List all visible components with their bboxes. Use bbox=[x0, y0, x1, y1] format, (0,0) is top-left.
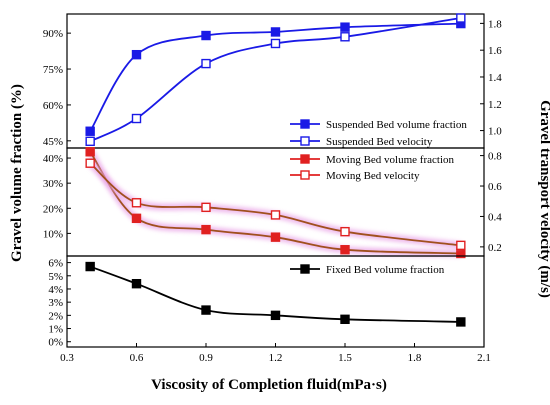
right-tick-label: 1.0 bbox=[488, 126, 502, 138]
data-point bbox=[131, 278, 142, 289]
x-axis-title: Viscosity of Completion fluid(mPa·s) bbox=[151, 377, 387, 393]
data-point bbox=[131, 198, 142, 208]
legend-marker bbox=[300, 170, 310, 180]
x-tick-label: 0.3 bbox=[60, 352, 74, 364]
data-point bbox=[85, 261, 95, 272]
legend-label: Suspended Bed velocity bbox=[326, 136, 433, 148]
x-axis: 0.3 0.6 0.9 1.2 1.5 1.8 2.1 bbox=[60, 343, 491, 364]
right-tick-label: 0.8 bbox=[488, 151, 502, 163]
y-axis-left-title: Gravel volume fraction (%) bbox=[9, 84, 25, 262]
right-tick-label: 1.8 bbox=[488, 18, 502, 30]
legend-marker bbox=[300, 154, 310, 164]
data-point bbox=[270, 232, 281, 242]
left-tick-label: 40% bbox=[43, 153, 63, 165]
legend-entry: Suspended Bed velocity bbox=[290, 136, 433, 148]
data-point bbox=[340, 245, 350, 255]
series-fixed-bed-volume-fraction bbox=[85, 261, 466, 327]
left-tick-label: 90% bbox=[43, 28, 63, 40]
data-point bbox=[456, 240, 466, 251]
y-axis-right-title: Gravel transport velocity (m/s) bbox=[537, 100, 550, 298]
data-point bbox=[85, 158, 95, 168]
data-point bbox=[456, 317, 466, 327]
left-tick-label: 2% bbox=[48, 310, 63, 322]
legend-marker bbox=[300, 136, 310, 146]
left-tick-label: 0% bbox=[48, 337, 63, 349]
data-point bbox=[131, 213, 142, 224]
panel-moving: 10% 20% 30% 40% 0.2 0.4 0.6 0.8 Moving Bed volum… bbox=[43, 147, 502, 259]
series-line bbox=[89, 151, 461, 255]
panel-suspended: 45% 60% 75% 90% 1.0 1.2 1.4 1.6 1.8 Suspended Bed… bbox=[43, 13, 502, 149]
data-point bbox=[340, 32, 350, 42]
data-point bbox=[270, 27, 281, 37]
x-tick-label: 1.8 bbox=[408, 352, 422, 364]
series-suspended-bed-volume-fraction bbox=[85, 18, 466, 136]
data-point bbox=[340, 22, 350, 32]
legend-entry: Moving Bed velocity bbox=[290, 170, 420, 182]
right-tick-label: 0.2 bbox=[488, 242, 502, 254]
x-tick-label: 2.1 bbox=[477, 352, 491, 364]
left-tick-label: 5% bbox=[48, 271, 63, 283]
right-tick-label: 1.4 bbox=[488, 72, 502, 84]
legend-label: Fixed Bed volume fraction bbox=[326, 264, 445, 276]
data-point bbox=[201, 58, 211, 69]
data-point bbox=[201, 202, 211, 213]
legend-entry: Suspended Bed volume fraction bbox=[290, 119, 467, 131]
legend-entry: Fixed Bed volume fraction bbox=[290, 264, 445, 276]
legend-label: Moving Bed volume fraction bbox=[326, 154, 455, 166]
data-point bbox=[201, 224, 211, 235]
data-point bbox=[201, 30, 211, 41]
data-point bbox=[85, 147, 95, 157]
panel-fixed: 0%1% 2%3%4%5%6% Fixed Bed volume fraction bbox=[48, 255, 485, 349]
series-suspended-bed-velocity bbox=[85, 13, 466, 147]
series-line bbox=[89, 22, 461, 132]
left-tick-label: 1% bbox=[48, 324, 63, 336]
x-tick-label: 0.9 bbox=[199, 352, 213, 364]
data-point bbox=[270, 38, 281, 49]
left-tick-label: 3% bbox=[48, 297, 63, 309]
data-point bbox=[85, 136, 95, 147]
left-tick-label: 75% bbox=[43, 64, 63, 76]
legend-entry: Moving Bed volume fraction bbox=[290, 154, 455, 166]
left-tick-label: 45% bbox=[43, 136, 63, 148]
legend-label: Moving Bed velocity bbox=[326, 170, 420, 182]
left-tick-label: 10% bbox=[43, 228, 63, 240]
data-point bbox=[340, 314, 350, 325]
data-point bbox=[131, 113, 142, 124]
data-point bbox=[85, 126, 95, 136]
legend-marker bbox=[300, 119, 310, 129]
left-tick-label: 6% bbox=[48, 258, 63, 270]
left-tick-label: 4% bbox=[48, 284, 63, 296]
right-tick-label: 0.4 bbox=[488, 211, 502, 223]
data-point bbox=[201, 305, 211, 315]
panels-layer: 45% 60% 75% 90% 1.0 1.2 1.4 1.6 1.8 Suspended Bed… bbox=[43, 13, 502, 349]
right-tick-label: 1.6 bbox=[488, 45, 502, 57]
series-moving-bed-velocity bbox=[85, 158, 466, 251]
right-tick-label: 1.2 bbox=[488, 99, 502, 111]
data-point bbox=[456, 13, 466, 23]
legend-marker bbox=[300, 264, 310, 274]
x-tick-label: 1.2 bbox=[269, 352, 283, 364]
x-tick-label: 1.5 bbox=[338, 352, 352, 364]
x-tick-label: 0.6 bbox=[130, 352, 144, 364]
data-point bbox=[340, 226, 350, 237]
data-point bbox=[131, 49, 142, 60]
right-tick-label: 0.6 bbox=[488, 181, 502, 193]
left-tick-label: 30% bbox=[43, 178, 63, 190]
series-moving-bed-volume-fraction bbox=[85, 147, 466, 259]
legend-label: Suspended Bed volume fraction bbox=[326, 119, 467, 131]
left-tick-label: 20% bbox=[43, 203, 63, 215]
data-point bbox=[270, 310, 281, 321]
left-tick-label: 60% bbox=[43, 100, 63, 112]
data-point bbox=[270, 210, 281, 220]
